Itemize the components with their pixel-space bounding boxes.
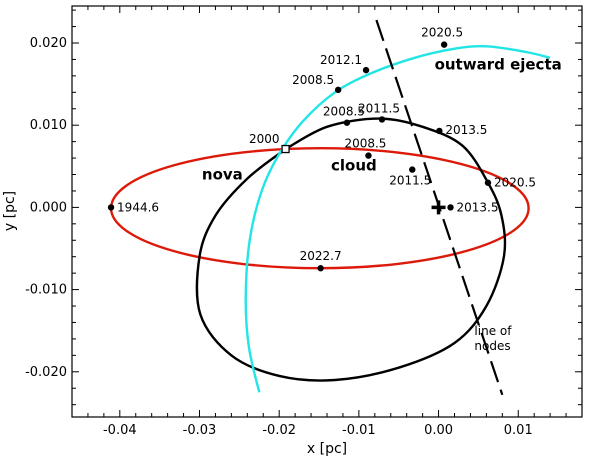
ejecta-epoch-label: 2020.5 bbox=[421, 26, 463, 40]
ejecta-epoch-point bbox=[334, 86, 342, 94]
cloud-orbit bbox=[195, 117, 507, 382]
cloud-epoch-point bbox=[365, 152, 372, 159]
nova-epoch-point bbox=[317, 265, 324, 272]
ejecta-epoch-label: 2008.5 bbox=[292, 73, 334, 87]
x-tick-label: -0.03 bbox=[183, 423, 217, 438]
nova-epoch-label: 2022.7 bbox=[300, 249, 342, 263]
line-of-nodes-label: line of bbox=[474, 324, 512, 338]
region-label-cloud: cloud bbox=[331, 156, 377, 174]
cloud-epoch-point bbox=[447, 204, 454, 211]
epoch-points: 1944.62022.720002008.52011.52013.52020.5… bbox=[107, 26, 536, 272]
region-label-nova: nova bbox=[202, 165, 243, 183]
y-tick-label: 0.010 bbox=[30, 118, 67, 133]
x-tick-label: -0.02 bbox=[262, 423, 296, 438]
nova-epoch-label: 2000 bbox=[249, 132, 280, 146]
ejecta-epoch-point bbox=[362, 66, 370, 74]
cloud-epoch-point bbox=[378, 116, 386, 123]
epoch-marker-square bbox=[281, 144, 290, 154]
y-tick-label: -0.010 bbox=[25, 283, 67, 298]
y-tick-label: 0.020 bbox=[30, 36, 67, 51]
cloud-epoch-label: 2020.5 bbox=[494, 176, 536, 190]
axis-ticks: -0.04 -0.03 -0.02 -0.01 0.00 0.01 -0.020 -0.010… bbox=[25, 6, 583, 438]
cloud-epoch-label: 2008.5 bbox=[344, 137, 386, 151]
cloud-epoch-label: 2011.5 bbox=[358, 101, 400, 115]
ejecta-epoch-point bbox=[440, 41, 448, 48]
x-tick-label: -0.04 bbox=[103, 423, 137, 438]
x-axis-title: x [pc] bbox=[307, 441, 347, 457]
y-axis-title: y [pc] bbox=[2, 191, 18, 231]
cloud-epoch-label: 2011.5 bbox=[389, 174, 431, 188]
x-tick-label: -0.01 bbox=[342, 423, 376, 438]
nova-epoch-point bbox=[107, 204, 115, 211]
cloud-epoch-point bbox=[409, 166, 416, 173]
cloud-epoch-label: 2008.5 bbox=[323, 105, 365, 119]
ejecta-epoch-label: 2012.1 bbox=[320, 53, 362, 67]
x-tick-label: 0.00 bbox=[424, 423, 453, 438]
cloud-epoch-label: 2013.5 bbox=[457, 200, 499, 214]
cloud-epoch-point bbox=[436, 127, 443, 135]
nova-epoch-label: 1944.6 bbox=[117, 200, 159, 214]
x-tick-label: 0.01 bbox=[504, 423, 533, 438]
y-tick-label: 0.000 bbox=[30, 200, 67, 215]
ejecta-orbit bbox=[244, 44, 551, 393]
y-tick-label: -0.020 bbox=[25, 365, 67, 380]
region-label-outward-ejecta: outward ejecta bbox=[435, 55, 562, 73]
cloud-epoch-label: 2013.5 bbox=[445, 123, 487, 137]
cloud-epoch-point bbox=[484, 179, 492, 186]
cloud-epoch-point bbox=[343, 119, 351, 126]
line-of-nodes-label: nodes bbox=[474, 339, 510, 353]
